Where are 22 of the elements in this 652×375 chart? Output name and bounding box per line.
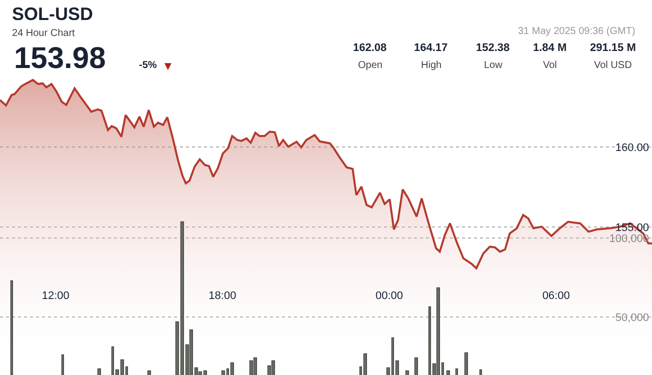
- annotation: ▼: [162, 59, 174, 73]
- annotation: 31 May 2025 09:36 (GMT): [518, 26, 636, 37]
- annotation: High: [421, 60, 442, 71]
- text: 24 Hour Chart: [12, 28, 76, 39]
- annotation: 1.84 M: [533, 42, 567, 54]
- annotation: Low: [484, 60, 504, 71]
- annotation: 162.08: [353, 42, 387, 54]
- annotation: 164.17: [414, 42, 448, 54]
- annotation: 153.98: [14, 42, 106, 75]
- y-tick-label: 160.00: [615, 142, 649, 154]
- x-tick-label: 06:00: [542, 290, 570, 302]
- annotation: Vol USD: [594, 60, 632, 71]
- annotation: Open: [358, 60, 382, 71]
- annotation: 152.38: [476, 42, 510, 54]
- chart-title: SOL-USD: [12, 4, 93, 24]
- x-tick-label: 00:00: [375, 290, 404, 302]
- annotation: -5%: [139, 60, 157, 71]
- y2-tick-label: 50,000: [615, 312, 649, 324]
- x-tick-label: 18:00: [208, 290, 236, 302]
- annotation: Vol: [543, 60, 557, 71]
- x-tick-label: 12:00: [42, 290, 70, 302]
- annotation: 291.15 M: [590, 42, 636, 54]
